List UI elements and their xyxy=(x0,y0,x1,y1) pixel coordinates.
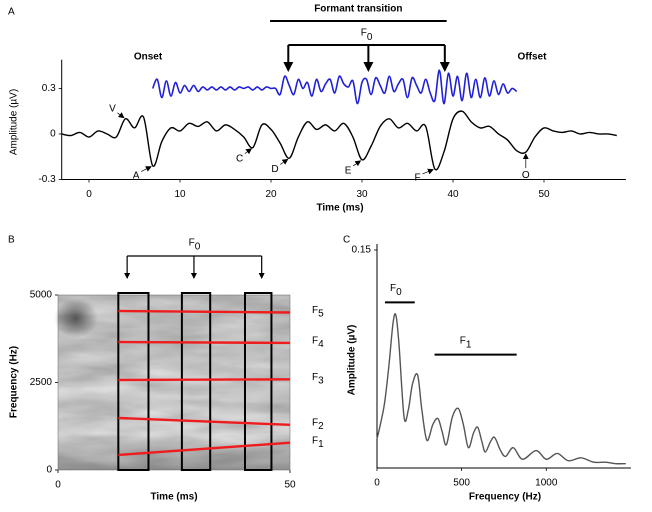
panel-label: A xyxy=(8,7,15,18)
peak-label: A xyxy=(133,170,140,181)
formant-label: F xyxy=(312,336,318,347)
formant-label-subscript: 3 xyxy=(318,375,324,386)
formant-label-subscript: 2 xyxy=(318,421,324,432)
formant-label: F xyxy=(312,372,318,383)
formant-label: F xyxy=(312,417,318,428)
x-tick-label: 50 xyxy=(284,480,296,491)
y-axis-label: Amplitude (µV) xyxy=(9,89,20,155)
segment-label: Onset xyxy=(134,52,163,63)
f0-label: F xyxy=(361,28,367,39)
harmonic-label: F xyxy=(390,283,396,294)
x-axis-label: Time (ms) xyxy=(316,203,363,214)
formant-label: F xyxy=(312,435,318,446)
peak-arrow xyxy=(141,166,152,172)
formant-label-subscript: 4 xyxy=(318,339,324,350)
y-tick-label: 2500 xyxy=(30,377,53,388)
harmonic-label-subscript: 0 xyxy=(396,287,402,298)
y-tick-label: -0.3 xyxy=(38,174,56,185)
x-tick-label: 0 xyxy=(55,480,61,491)
peak-arrow xyxy=(244,148,252,155)
peak-label: E xyxy=(345,165,352,176)
peak-label: F xyxy=(414,173,420,184)
peak-arrow xyxy=(422,168,434,175)
x-tick-label: 10 xyxy=(174,189,186,200)
waveform xyxy=(376,313,626,465)
x-tick-label: 20 xyxy=(265,189,277,200)
harmonic-label: F xyxy=(460,335,466,346)
y-tick-label: 5000 xyxy=(30,290,53,301)
y-tick-label: 0 xyxy=(46,465,52,476)
spectrogram-image xyxy=(54,294,291,471)
panel-label: B xyxy=(8,235,15,246)
f0-label-subscript: 0 xyxy=(195,241,201,252)
formant-label-subscript: 5 xyxy=(318,309,324,320)
y-axis-label: Amplitude (µV) xyxy=(347,325,358,396)
analysis-window xyxy=(117,292,150,471)
harmonic-label-subscript: 1 xyxy=(466,339,472,350)
formant-track xyxy=(118,340,291,345)
peak-arrow xyxy=(280,158,289,165)
formant-label: F xyxy=(312,305,318,316)
peak-arrow xyxy=(117,112,125,119)
peak-label: O xyxy=(522,170,530,181)
y-axis-label: Frequency (Hz) xyxy=(9,346,20,418)
formant-track xyxy=(118,309,291,314)
x-tick-label: 0 xyxy=(374,478,380,489)
x-axis-label: Time (ms) xyxy=(150,492,197,503)
x-tick-label: 40 xyxy=(447,189,459,200)
formant-label-subscript: 1 xyxy=(318,439,324,450)
peak-label: D xyxy=(271,164,278,175)
f0-label: F xyxy=(189,238,195,249)
spectrogram-dark-area xyxy=(54,298,98,338)
analysis-window xyxy=(180,292,212,471)
x-axis-label: Frequency (Hz) xyxy=(469,492,541,503)
panel-label: C xyxy=(343,235,350,246)
peak-label: V xyxy=(109,103,116,114)
x-tick-label: 0 xyxy=(86,189,92,200)
y-tick-label: 0.3 xyxy=(42,83,56,94)
f0-label-subscript: 0 xyxy=(367,32,373,43)
x-tick-label: 1000 xyxy=(535,478,558,489)
formant-track xyxy=(118,378,291,382)
x-tick-label: 500 xyxy=(453,478,470,489)
analysis-window xyxy=(243,292,273,471)
peak-label: C xyxy=(236,153,243,164)
formant-track xyxy=(118,441,291,457)
waveform xyxy=(151,69,518,105)
formant-track xyxy=(118,416,291,427)
segment-label: Offset xyxy=(518,52,548,63)
y-tick-label: 0 xyxy=(50,129,56,140)
peak-arrow xyxy=(352,160,362,167)
x-tick-label: 30 xyxy=(356,189,368,200)
waveform xyxy=(61,110,617,171)
y-tick-label: 0.15 xyxy=(352,245,372,256)
formant-transition-label: Formant transition xyxy=(314,4,402,15)
x-tick-label: 50 xyxy=(538,189,550,200)
